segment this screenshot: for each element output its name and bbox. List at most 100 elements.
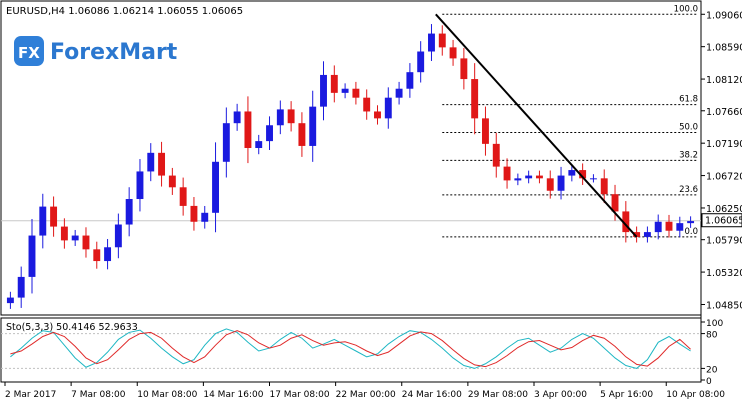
candle-body [39,206,47,236]
stochastic-tick-label: 20 [706,365,718,375]
time-tick-label: 2 Mar 2017 [5,390,56,400]
candle-body [568,170,576,176]
time-tick-label: 17 Mar 08:00 [269,390,329,400]
candle-body [168,175,176,188]
candle-body [6,297,14,304]
candle-body [417,51,425,73]
fib-level-label: 50.0 [679,122,698,132]
candle-body [374,111,381,119]
price-tick-label: 1.06250 [706,204,742,215]
fx-badge-text: FX [18,44,40,62]
candle-body [222,123,230,162]
candle-body [352,88,360,98]
stochastic-tick-label: 80 [706,331,718,341]
price-tick-label: 1.05790 [706,236,742,247]
candle-body [255,141,263,149]
price-tick-label: 1.08590 [706,43,742,54]
candle-body [676,223,684,231]
candle-body [514,178,522,181]
candle-body [428,33,435,52]
candle-body [114,224,122,248]
stochastic-tick-label: 100 [706,319,723,329]
candle-body [687,221,695,224]
candle-body [492,143,500,167]
current-price-value: 1.06065 [705,216,742,227]
candle-body [535,175,543,179]
price-tick-label: 1.07190 [706,139,742,150]
candle-body [471,79,479,119]
stochastic-tick-label: 0 [706,377,712,387]
candle-body [341,88,349,93]
symbol-info: EURUSD,H4 1.06086 1.06214 1.06055 1.0606… [6,6,243,17]
candle-body [482,118,489,144]
time-tick-label: 14 Mar 16:00 [203,390,263,400]
time-tick-label: 22 Mar 00:00 [336,390,396,400]
candle-body [50,206,58,227]
candle-body [179,187,187,206]
candle-body [158,152,166,176]
candle-body [201,212,209,222]
candle-body [330,74,338,93]
fx-badge-icon [14,36,44,66]
price-tick-label: 1.07660 [706,107,742,118]
candle-body [298,123,306,146]
time-tick-label: 5 Apr 16:00 [600,390,653,400]
candle-body [406,72,414,89]
candle-body [320,74,327,107]
stochastic-signal-line [10,330,691,368]
current-price-label: 1.06065 [701,213,742,228]
fib-level-label: 61.8 [679,95,698,105]
forexmart-logo: FX ForexMart [14,36,178,66]
price-tick-label: 1.08120 [706,75,742,86]
candle-body [363,97,371,112]
stochastic-main-line [10,328,691,369]
candle-body [384,97,392,119]
candle-body [525,175,533,179]
price-tick-label: 1.09060 [706,10,742,21]
trend-line[interactable] [435,13,638,238]
candle-body [395,88,403,98]
price-tick-label: 1.06720 [706,172,742,183]
candle-body [60,226,68,241]
candle-body [589,178,597,180]
time-tick-label: 10 Apr 08:00 [666,390,725,400]
candle-body [276,109,284,126]
candle-body [93,249,101,262]
candle-body [438,33,446,48]
candle-body [71,235,79,241]
candle-body [212,161,219,213]
candle-body [654,221,662,233]
fib-level-label: 23.6 [679,185,698,195]
candle-body [147,152,155,172]
time-axis: 2 Mar 2017 7 Mar 08:00 10 Mar 08:00 14 Mar … [4,382,725,400]
fib-level-label: 38.2 [679,150,698,160]
fib-level-label: 100.0 [674,4,698,14]
candle-body [82,235,90,250]
candle-body [633,232,641,237]
candle-body [622,211,630,233]
candle-body [665,221,673,231]
candle-body [125,199,133,225]
candle-body [136,171,144,200]
candle-body [503,166,511,181]
time-tick-label: 10 Mar 08:00 [137,390,197,400]
candle-body [449,47,457,59]
fibonacci-retracement[interactable]: 100.0 61.8 50.0 38.2 23.6 0.0 [442,4,698,238]
candle-body [546,178,554,191]
price-axis: 1.09060 1.08590 1.08120 1.07660 1.07190 1.067… [701,10,742,311]
candle-body [266,125,273,142]
time-tick-label: 3 Apr 00:00 [534,390,587,400]
time-tick-label: 24 Mar 16:00 [402,390,462,400]
candle-body [104,247,112,262]
stochastic-oscillator [1,328,701,369]
candle-body [460,58,468,80]
fib-level-label: 0.0 [684,227,698,237]
price-tick-label: 1.05320 [706,268,742,279]
candle-body [233,111,241,124]
candle-body [643,232,651,237]
stochastic-axis: 100 80 20 0 [701,319,723,387]
candle-body [600,178,608,195]
candle-body [309,106,317,146]
